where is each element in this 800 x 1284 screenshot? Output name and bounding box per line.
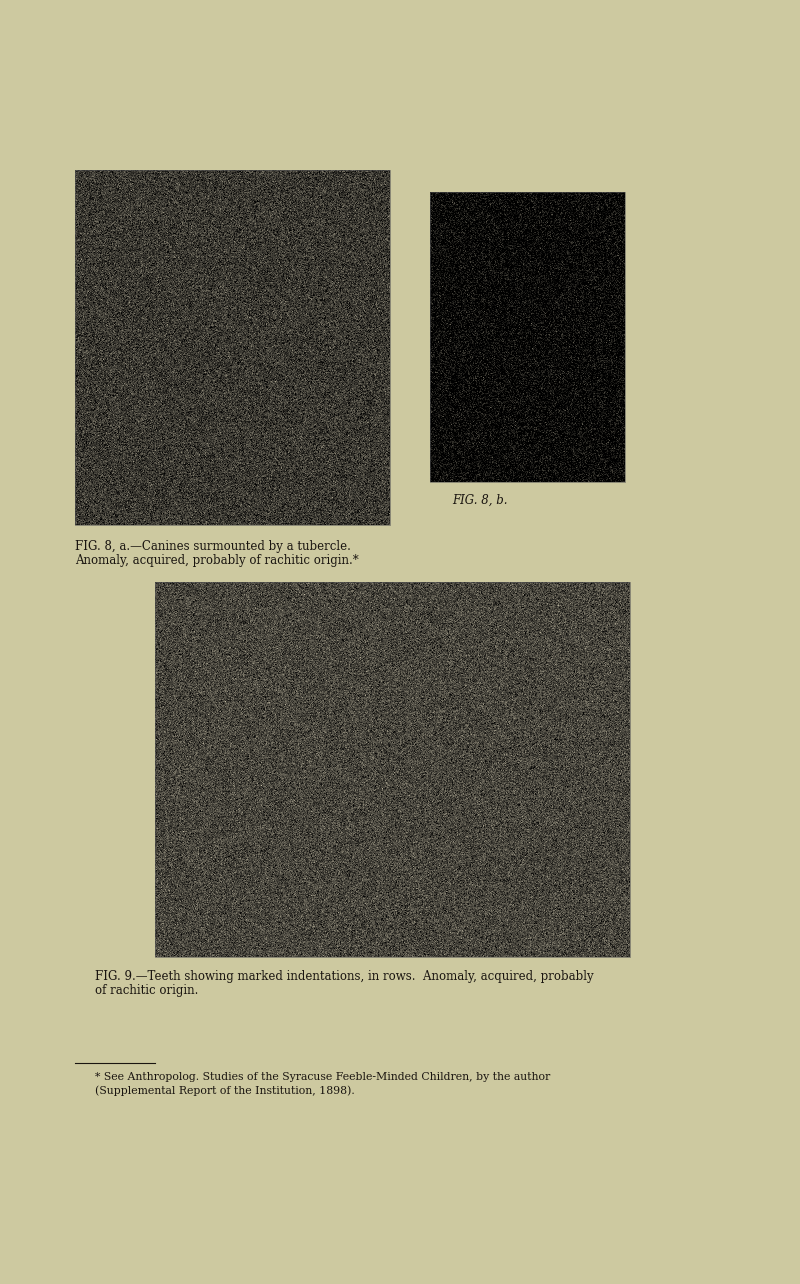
- Text: FIG. 8, b.: FIG. 8, b.: [452, 494, 507, 507]
- Text: (Supplemental Report of the Institution, 1898).: (Supplemental Report of the Institution,…: [95, 1085, 354, 1095]
- Bar: [155, 582, 630, 957]
- Text: FIG. 9.—Teeth showing marked indentations, in rows.  Anomaly, acquired, probably: FIG. 9.—Teeth showing marked indentation…: [95, 969, 594, 984]
- Bar: [75, 169, 390, 525]
- Text: Anomaly, acquired, probably of rachitic origin.*: Anomaly, acquired, probably of rachitic …: [75, 553, 358, 568]
- Text: FIG. 8, a.—Canines surmounted by a tubercle.: FIG. 8, a.—Canines surmounted by a tuber…: [75, 541, 351, 553]
- Text: of rachitic origin.: of rachitic origin.: [95, 984, 198, 996]
- Text: * See Anthropolog. Studies of the Syracuse Feeble-Minded Children, by the author: * See Anthropolog. Studies of the Syracu…: [95, 1072, 550, 1082]
- Bar: [430, 193, 625, 482]
